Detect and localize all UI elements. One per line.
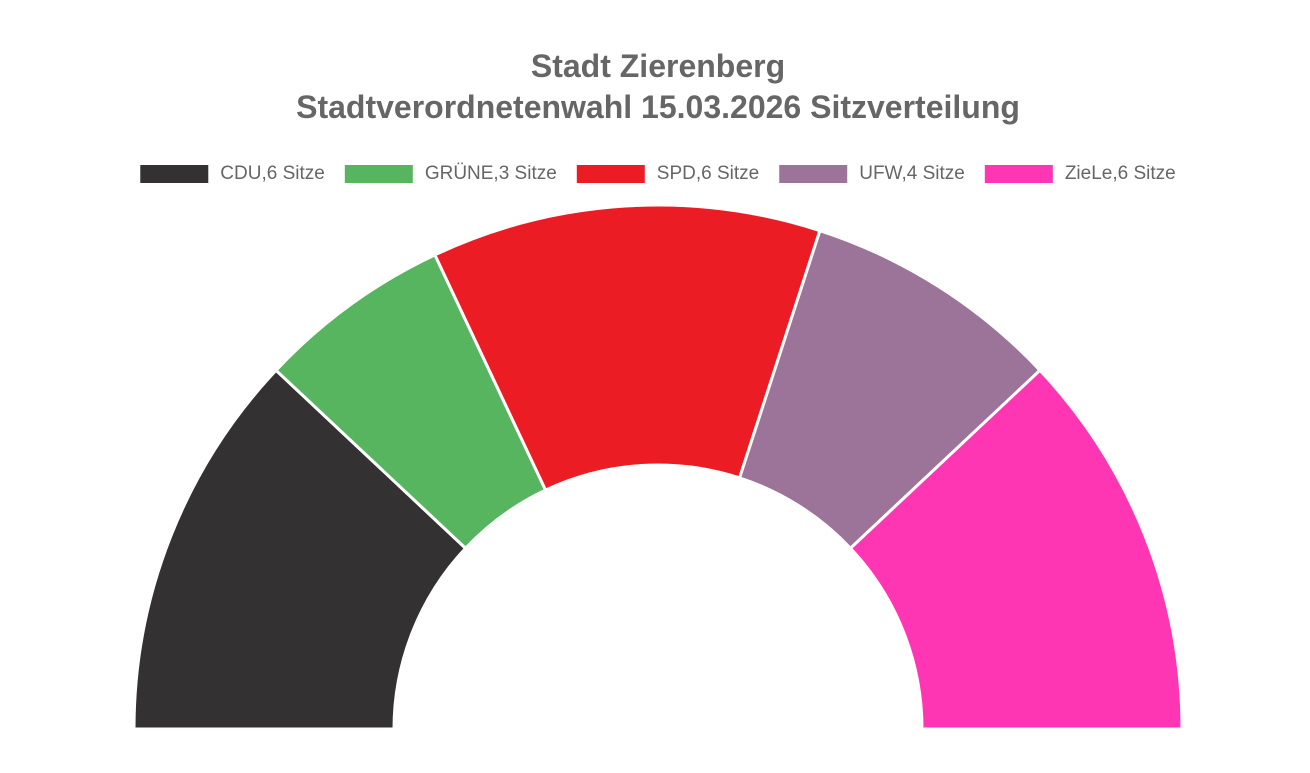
legend-swatch bbox=[576, 165, 645, 183]
legend-swatch bbox=[344, 165, 413, 183]
legend-swatch bbox=[140, 165, 209, 183]
segment bbox=[848, 368, 1184, 731]
segment bbox=[132, 368, 468, 731]
legend-label: SPD,6 Sitze bbox=[657, 163, 759, 184]
legend-label: UFW,4 Sitze bbox=[859, 163, 965, 184]
legend-label: ZieLe,6 Sitze bbox=[1065, 163, 1176, 184]
segment bbox=[432, 203, 822, 493]
legend-label: GRÜNE,3 Sitze bbox=[425, 163, 557, 184]
legend-swatch bbox=[984, 165, 1053, 183]
legend-swatch bbox=[779, 165, 848, 183]
chart-title: Stadt Zierenberg bbox=[531, 48, 785, 84]
chart-subtitle: Stadtverordnetenwahl 15.03.2026 Sitzvert… bbox=[296, 89, 1020, 125]
legend-label: CDU,6 Sitze bbox=[220, 163, 325, 184]
